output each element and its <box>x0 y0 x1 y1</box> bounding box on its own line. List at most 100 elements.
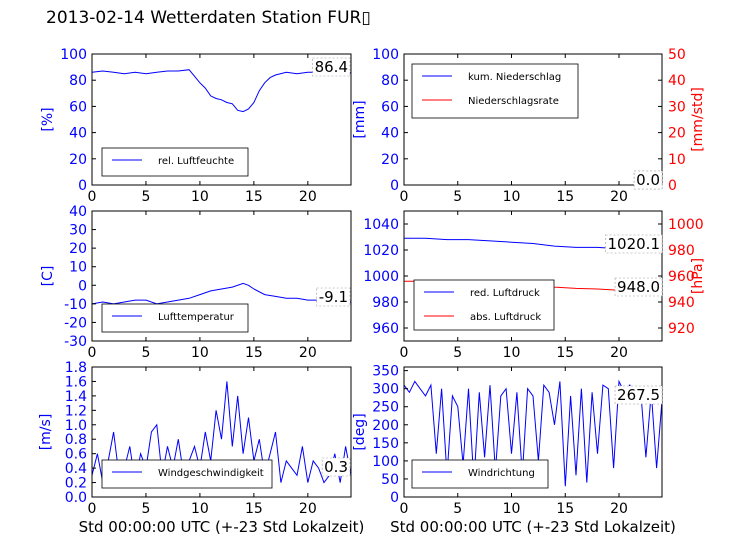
x-axis-label: Std 00:00:00 UTC (+-23 Std Lokalzeit) <box>390 518 676 536</box>
y-axis-label: [m/s] <box>38 414 54 451</box>
x-tick-label: 5 <box>141 189 150 205</box>
x-tick-label: 20 <box>299 189 317 205</box>
x-tick-label: 15 <box>245 501 263 517</box>
y-tick-label: 100 <box>372 47 399 63</box>
y-tick-label: -20 <box>64 315 87 331</box>
y2-tick-label: 30 <box>668 99 686 115</box>
x-tick-label: 10 <box>503 189 521 205</box>
y-tick-label: 1020 <box>363 243 399 259</box>
current-value-frame <box>614 385 663 405</box>
y2-tick-label: 920 <box>668 321 695 337</box>
y-axis-label: [%] <box>40 107 56 131</box>
y-tick-label: 20 <box>69 241 87 257</box>
legend-label: Niederschlagsrate <box>468 96 559 107</box>
y-tick-label: 100 <box>372 454 399 470</box>
y-axis-label: [mm] <box>352 100 368 138</box>
y-tick-label: 1000 <box>363 269 399 285</box>
y2-axis-label: [mm/std] <box>690 87 706 152</box>
legend-label: red. Luftdruck <box>470 288 540 299</box>
y-tick-label: 80 <box>381 73 399 89</box>
x-tick-label: 15 <box>245 189 263 205</box>
current-value-label: 0.3 <box>324 458 348 476</box>
axes-frame-humidity <box>91 53 352 186</box>
y-tick-label: 0 <box>390 490 399 506</box>
x-tick-label: 5 <box>453 501 462 517</box>
current-value-frame <box>605 234 663 254</box>
y-tick-label: 980 <box>372 295 399 311</box>
y-tick-label: 1.8 <box>65 360 87 376</box>
series-line-temperature-0 <box>91 282 351 305</box>
y-tick-label: 20 <box>69 152 87 168</box>
x-tick-label: 0 <box>400 345 409 361</box>
y-tick-label: 30 <box>69 223 87 239</box>
current-value-label: 1020.1 <box>608 235 661 253</box>
x-tick-label: 15 <box>556 345 574 361</box>
y-tick-label: 20 <box>381 152 399 168</box>
y-tick-label: 10 <box>69 260 87 276</box>
x-tick-label: 15 <box>556 501 574 517</box>
y-tick-label: 0 <box>390 178 399 194</box>
axes-frame-winddirection <box>403 366 663 498</box>
current-value-frame <box>321 457 351 477</box>
x-tick-label: 20 <box>299 345 317 361</box>
current-value-frame <box>614 277 663 297</box>
y2-tick-label: 50 <box>668 47 686 63</box>
series-line-humidity-0 <box>91 69 352 113</box>
current-value-label: -9.1 <box>319 288 348 306</box>
x-tick-label: 10 <box>503 345 521 361</box>
y-tick-label: 0 <box>78 178 87 194</box>
y2-tick-label: 0 <box>668 178 677 194</box>
y-tick-label: 1.6 <box>65 374 87 390</box>
y2-axis-label: [hPa] <box>690 258 706 294</box>
y-tick-label: 960 <box>372 321 399 337</box>
legend-box <box>101 147 249 177</box>
y-tick-label: -30 <box>64 334 87 350</box>
x-tick-label: 10 <box>191 345 209 361</box>
y2-tick-label: 20 <box>668 126 686 142</box>
current-value-label: 0.0 <box>636 171 660 189</box>
legend-box <box>101 459 273 489</box>
y-axis-label: [deg] <box>352 413 368 450</box>
x-tick-label: 20 <box>610 345 628 361</box>
current-value-label: 948.0 <box>617 278 660 296</box>
y-tick-label: 1.0 <box>65 418 87 434</box>
x-tick-label: 5 <box>141 501 150 517</box>
page-title: 2013-02-14 Wetterdaten Station FUR▯ <box>46 8 371 28</box>
x-tick-label: 15 <box>556 189 574 205</box>
y-tick-label: 80 <box>69 73 87 89</box>
legend-label: abs. Luftdruck <box>470 312 541 323</box>
y-tick-label: 40 <box>381 126 399 142</box>
legend-box <box>101 303 249 333</box>
y-axis-label: [C] <box>40 266 56 287</box>
y-tick-label: 0.4 <box>65 461 87 477</box>
y-tick-label: 50 <box>381 472 399 488</box>
x-axis-label: Std 00:00:00 UTC (+-23 Std Lokalzeit) <box>79 518 365 536</box>
y-tick-label: 40 <box>69 204 87 220</box>
y-tick-label: 350 <box>372 364 399 380</box>
y-tick-label: 0.0 <box>65 490 87 506</box>
y-tick-label: 100 <box>60 47 87 63</box>
legend-label: Windgeschwindigkeit <box>158 468 264 479</box>
y2-tick-label: 1000 <box>668 217 704 233</box>
y-tick-label: 0.8 <box>65 432 87 448</box>
x-tick-label: 0 <box>400 501 409 517</box>
x-tick-label: 0 <box>88 501 97 517</box>
y-tick-label: 300 <box>372 382 399 398</box>
x-tick-label: 15 <box>245 345 263 361</box>
y2-tick-label: 40 <box>668 73 686 89</box>
y-tick-label: 1040 <box>363 217 399 233</box>
y2-tick-label: 980 <box>668 243 695 259</box>
x-tick-label: 0 <box>88 345 97 361</box>
axes-frame-precipitation <box>403 53 663 186</box>
x-tick-label: 0 <box>400 189 409 205</box>
legend-box <box>411 63 579 119</box>
legend-box <box>411 459 549 489</box>
current-value-frame <box>312 57 351 77</box>
y-tick-label: 0.6 <box>65 447 87 463</box>
y-tick-label: 60 <box>381 99 399 115</box>
axes-frame-windspeed <box>91 366 352 498</box>
x-tick-label: 0 <box>88 189 97 205</box>
legend-box <box>413 279 555 331</box>
y2-tick-label: 940 <box>668 295 695 311</box>
